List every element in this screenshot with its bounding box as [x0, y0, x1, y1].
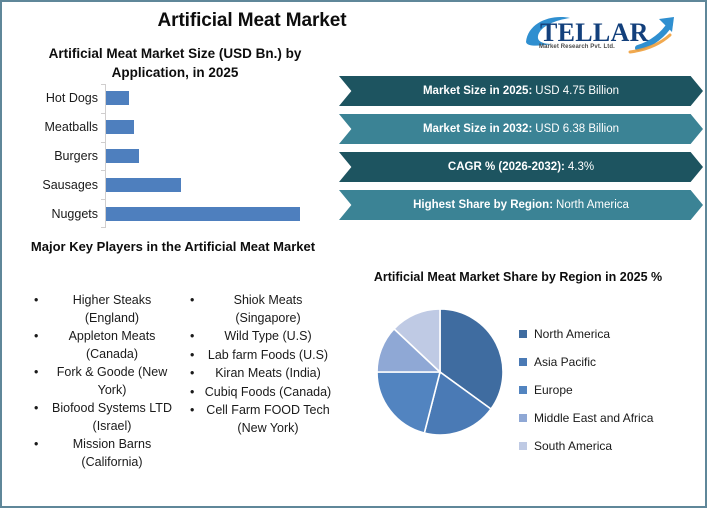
metric-value: North America — [556, 199, 629, 211]
key-players-column-right: Shiok Meats (Singapore) Wild Type (U.S) … — [186, 292, 334, 438]
list-item: Higher Steaks (England) — [30, 292, 178, 327]
svg-text:TELLAR: TELLAR — [540, 18, 649, 47]
metric-value: USD 4.75 Billion — [535, 85, 620, 97]
pie-slice — [439, 308, 504, 411]
key-players-section: Major Key Players in the Artificial Meat… — [8, 236, 338, 504]
pie-chart-title: Artificial Meat Market Share by Region i… — [373, 270, 663, 284]
stellar-logo: TELLAR Market Research Pvt. Ltd. — [518, 8, 698, 56]
bar-axis-tick — [101, 84, 105, 85]
bar-chart-plot: Hot Dogs Meatballs Burgers Sausages Nugg… — [22, 84, 322, 228]
bar-category-label: Nuggets — [51, 206, 98, 221]
page-title: Artificial Meat Market — [157, 10, 347, 31]
pie-slice — [392, 308, 441, 374]
legend-label: Asia Pacific — [534, 355, 597, 369]
metric-banner-market-size-2025: Market Size in 2025: USD 4.75 Billion — [339, 76, 703, 106]
list-item: Cell Farm FOOD Tech (New York) — [186, 402, 334, 437]
list-item: Wild Type (U.S) — [186, 328, 334, 346]
pie-chart-legend: North America Asia Pacific Europe Middle… — [519, 320, 699, 460]
legend-swatch-icon — [519, 330, 527, 338]
bar-axis-tick — [101, 227, 105, 228]
legend-swatch-icon — [519, 414, 527, 422]
legend-swatch-icon — [519, 386, 527, 394]
metric-label: Market Size in 2025: — [422, 85, 533, 97]
bar-chart-axis — [105, 84, 106, 228]
metric-label: Market Size in 2032: — [422, 123, 533, 135]
key-metrics-banners: Market Size in 2025: USD 4.75 Billion Mar… — [339, 76, 703, 230]
bar-axis-tick — [101, 170, 105, 172]
legend-item-north-america: North America — [519, 320, 699, 348]
legend-item-middle-east-and-africa: Middle East and Africa — [519, 404, 699, 432]
key-players-title: Major Key Players in the Artificial Meat… — [30, 239, 316, 254]
metric-label: CAGR % (2026-2032): — [447, 161, 565, 173]
legend-label: North America — [534, 327, 611, 341]
bar-row: Meatballs — [22, 113, 322, 142]
bar-axis-tick — [101, 141, 105, 143]
bar-row: Burgers — [22, 142, 322, 171]
legend-label: South America — [534, 439, 613, 453]
legend-label: Middle East and Africa — [534, 411, 654, 425]
list-item: Lab farm Foods (U.S) — [186, 347, 334, 365]
pie-chart: Artificial Meat Market Share by Region i… — [352, 264, 704, 504]
metric-banner-market-size-2032: Market Size in 2032: USD 6.38 Billion — [339, 114, 703, 144]
bar-category-label: Burgers — [54, 148, 98, 163]
bar-row: Sausages — [22, 170, 322, 199]
legend-swatch-icon — [519, 442, 527, 450]
bar-category-label: Hot Dogs — [45, 91, 98, 106]
bar-row: Hot Dogs — [22, 84, 322, 113]
pie-slice — [376, 371, 442, 434]
metric-banner-cagr: CAGR % (2026-2032): 4.3% — [339, 152, 703, 182]
logo-tagline: Market Research Pvt. Ltd. — [539, 44, 615, 50]
list-item: Kiran Meats (India) — [186, 365, 334, 383]
bar-value-rect — [106, 120, 134, 135]
key-players-column-left: Higher Steaks (England) Appleton Meats (… — [30, 292, 178, 472]
pie-slice — [423, 370, 493, 436]
bar-category-label: Meatballs — [44, 120, 99, 135]
bar-chart-title: Artificial Meat Market Size (USD Bn.) by… — [48, 46, 302, 80]
bar-value-rect — [106, 91, 129, 106]
pie-chart-svg — [376, 308, 504, 436]
legend-label: Europe — [534, 383, 573, 397]
list-item: Appleton Meats (Canada) — [30, 328, 178, 363]
legend-item-asia-pacific: Asia Pacific — [519, 348, 699, 376]
metric-banner-highest-share: Highest Share by Region: North America — [339, 190, 703, 220]
metric-label: Highest Share by Region: — [413, 199, 554, 211]
bar-value-rect — [106, 206, 300, 221]
bar-category-label: Sausages — [42, 177, 98, 192]
legend-swatch-icon — [519, 358, 527, 366]
legend-item-south-america: South America — [519, 432, 699, 460]
bar-row: Nuggets — [22, 199, 322, 228]
list-item: Shiok Meats (Singapore) — [186, 292, 334, 327]
bar-axis-tick — [101, 112, 105, 114]
metric-value: USD 6.38 Billion — [535, 123, 620, 135]
bar-value-rect — [106, 148, 139, 163]
list-item: Fork & Goode (New York) — [30, 364, 178, 399]
legend-item-europe: Europe — [519, 376, 699, 404]
bar-chart: Artificial Meat Market Size (USD Bn.) by… — [8, 42, 338, 230]
stellar-logo-mark: TELLAR — [526, 17, 674, 54]
list-item: Cubiq Foods (Canada) — [186, 384, 334, 402]
bar-value-rect — [106, 177, 182, 192]
list-item: Biofood Systems LTD (Israel) — [30, 400, 178, 435]
metric-value: 4.3% — [567, 161, 595, 173]
list-item: Mission Barns (California) — [30, 436, 178, 471]
bar-axis-tick — [101, 199, 105, 201]
